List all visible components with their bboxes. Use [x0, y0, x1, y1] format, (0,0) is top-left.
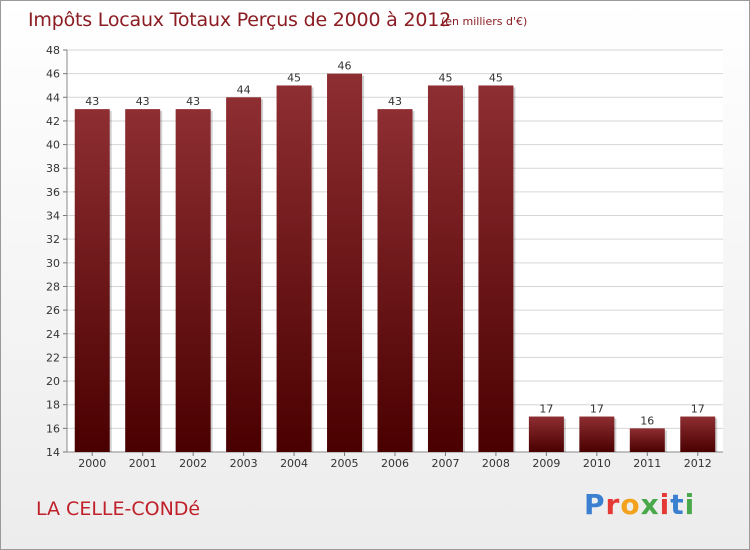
data-label: 45	[438, 71, 452, 84]
y-tick-label: 46	[46, 68, 60, 81]
data-labels: 43 43 43 44 45 46 43 45 45 17 17 16 17	[85, 60, 705, 428]
x-tick-label: 2012	[684, 457, 712, 470]
bar-2003	[226, 97, 262, 452]
chart-unit-note: (en milliers d'€)	[441, 15, 528, 28]
x-tick-label: 2007	[431, 457, 459, 470]
y-tick-label: 16	[46, 422, 60, 435]
y-tick-label: 28	[46, 280, 60, 293]
data-label: 16	[640, 414, 654, 427]
y-tick-label: 30	[46, 257, 60, 270]
y-tick-label: 24	[46, 328, 60, 341]
logo-letter: r	[605, 488, 621, 521]
logo-letter: i	[684, 488, 696, 521]
bar-2012	[680, 416, 716, 452]
x-tick-label: 2010	[583, 457, 611, 470]
data-label: 17	[539, 403, 553, 416]
bar-2001	[125, 109, 161, 452]
x-tick-label: 2011	[633, 457, 661, 470]
logo-letter: t	[670, 488, 685, 521]
x-tick-label: 2001	[129, 457, 157, 470]
logo-letter: P	[584, 488, 606, 521]
y-tick-label: 38	[46, 162, 60, 175]
data-label: 45	[489, 71, 503, 84]
x-tick-label: 2002	[179, 457, 207, 470]
x-tick-label: 2006	[381, 457, 409, 470]
y-tick-label: 48	[46, 44, 60, 57]
place-name: LA CELLE-CONDé	[36, 498, 201, 520]
bar-2000	[74, 109, 110, 452]
bar-2002	[175, 109, 211, 452]
y-tick-label: 36	[46, 186, 60, 199]
axes: 14 16 18 20 22 24 26 28 30 32 34 36 38 40 42 44 46 48 2000…	[46, 44, 723, 470]
logo-letter: o	[620, 488, 641, 521]
data-label: 43	[85, 95, 99, 108]
logo-letter: i	[659, 488, 671, 521]
x-tick-label: 2008	[482, 457, 510, 470]
y-tick-label: 14	[46, 446, 60, 459]
y-tick-label: 20	[46, 375, 60, 388]
x-tick-label: 2004	[280, 457, 308, 470]
bar-2006	[377, 109, 413, 452]
proxiti-logo[interactable]: Proxiti	[584, 488, 695, 521]
bar-2005	[327, 73, 363, 452]
data-label: 44	[237, 83, 251, 96]
y-tick-label: 44	[46, 91, 60, 104]
bar-2010	[579, 416, 615, 452]
chart-title: Impôts Locaux Totaux Perçus de 2000 à 20…	[28, 9, 452, 31]
data-label: 17	[691, 403, 705, 416]
bar-2011	[629, 428, 665, 452]
logo-letter: x	[640, 488, 660, 521]
data-label: 43	[136, 95, 150, 108]
data-label: 17	[590, 403, 604, 416]
bar-2009	[528, 416, 564, 452]
data-label: 43	[186, 95, 200, 108]
y-tick-label: 32	[46, 233, 60, 246]
y-tick-label: 34	[46, 210, 60, 223]
bar-2008	[478, 85, 514, 453]
bars	[74, 73, 718, 453]
y-tick-label: 18	[46, 399, 60, 412]
y-tick-label: 40	[46, 139, 60, 152]
y-tick-label: 26	[46, 304, 60, 317]
x-tick-label: 2000	[78, 457, 106, 470]
bar-2004	[276, 85, 312, 453]
bar-2007	[427, 85, 463, 453]
x-tick-label: 2009	[532, 457, 560, 470]
data-label: 46	[338, 60, 352, 73]
x-tick-label: 2003	[230, 457, 258, 470]
y-tick-label: 42	[46, 115, 60, 128]
data-label: 45	[287, 71, 301, 84]
y-tick-label: 22	[46, 351, 60, 364]
x-tick-label: 2005	[331, 457, 359, 470]
data-label: 43	[388, 95, 402, 108]
